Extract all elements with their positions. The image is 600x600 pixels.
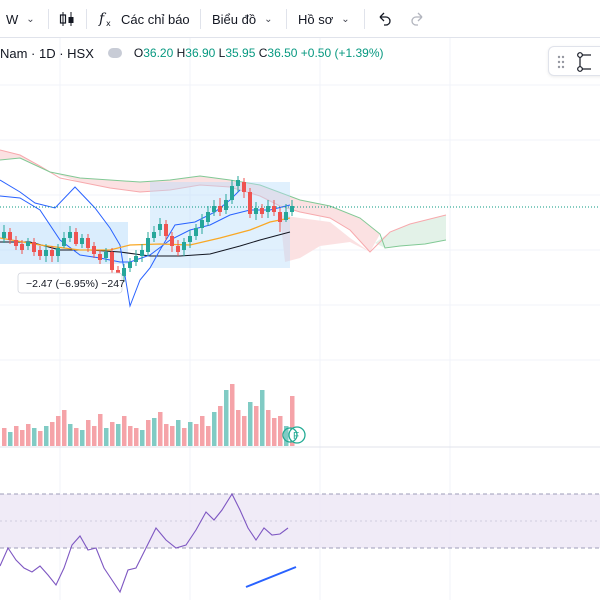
undo-button[interactable]: [376, 0, 392, 38]
high-key: H: [176, 46, 186, 60]
rsi-pane: [0, 492, 600, 594]
toolbar-divider: [200, 9, 201, 29]
chevron-down-icon: ⌄: [341, 13, 350, 25]
ma-line: [0, 217, 291, 251]
undo-icon: [379, 12, 391, 26]
toolbar-divider: [86, 9, 87, 29]
trend-line-tool-icon[interactable]: [577, 52, 591, 72]
toolbar-divider: [286, 9, 287, 29]
tenkan-line: [0, 195, 291, 263]
svg-text:x: x: [106, 19, 111, 28]
symbol-label[interactable]: Nam · 1D · HSX: [0, 45, 94, 61]
redo-button[interactable]: [410, 0, 426, 38]
close-value: 36.50: [267, 46, 298, 60]
close-key: C: [258, 46, 268, 60]
ohlc-values: O36.20 H36.90 L35.95 C36.50 +0.50 (+1.39…: [134, 46, 384, 60]
low-value: 35.95: [225, 46, 256, 60]
fx-icon: f x: [98, 11, 111, 28]
chart-type-label: Biểu đồ: [212, 11, 257, 27]
profile-label: Hồ sơ: [298, 11, 334, 27]
rsi-line: [0, 492, 289, 594]
open-key: O: [133, 46, 144, 60]
chevron-down-icon: ⌄: [264, 13, 273, 25]
change-value: +0.50 (+1.39%): [300, 46, 384, 60]
profile-menu[interactable]: Hồ sơ ⌄: [298, 0, 350, 38]
hide-icon[interactable]: [107, 48, 122, 58]
dividend-marker[interactable]: F: [282, 426, 306, 444]
toolbar-divider: [364, 9, 365, 29]
toolbar-divider: [48, 9, 49, 29]
kijun-line: [0, 231, 291, 257]
marker-label: F: [293, 431, 299, 442]
volume-series: [2, 384, 295, 446]
chart-type-menu[interactable]: Biểu đồ ⌄: [212, 0, 272, 38]
interval-selector[interactable]: W ⌄: [6, 0, 35, 38]
drag-handle-icon[interactable]: [557, 55, 565, 69]
svg-text:f: f: [98, 11, 107, 27]
indicators-button[interactable]: f x Các chỉ báo: [98, 0, 190, 38]
cloud-red-tail: [280, 215, 370, 262]
open-value: 36.20: [143, 46, 174, 60]
redo-icon: [411, 12, 423, 26]
candle-style-button[interactable]: [58, 0, 76, 38]
rsi-trend-line: [245, 566, 297, 588]
measure-label-box: −2.47 (−6.95%) −247: [17, 272, 125, 294]
top-toolbar: W ⌄ f x Các chỉ báo Biểu đồ ⌄ Hồ sơ ⌄: [0, 0, 600, 38]
drawing-tools: [557, 52, 591, 72]
indicator-lines: [0, 179, 600, 308]
measure-label: −2.47 (−6.95%) −247: [26, 278, 125, 290]
symbol-legend: Nam · 1D · HSX O36.20 H36.90 L35.95 C36.…: [0, 44, 384, 62]
low-key: L: [218, 46, 226, 60]
interval-label: W: [6, 11, 19, 27]
candles-icon: [59, 12, 74, 26]
chevron-down-icon: ⌄: [26, 13, 35, 25]
floating-drawing-toolbar: [548, 46, 600, 76]
high-value: 36.90: [185, 46, 216, 60]
indicators-label: Các chỉ báo: [121, 11, 190, 27]
cloud-green-area: [375, 215, 446, 248]
selection-box[interactable]: [150, 182, 290, 268]
